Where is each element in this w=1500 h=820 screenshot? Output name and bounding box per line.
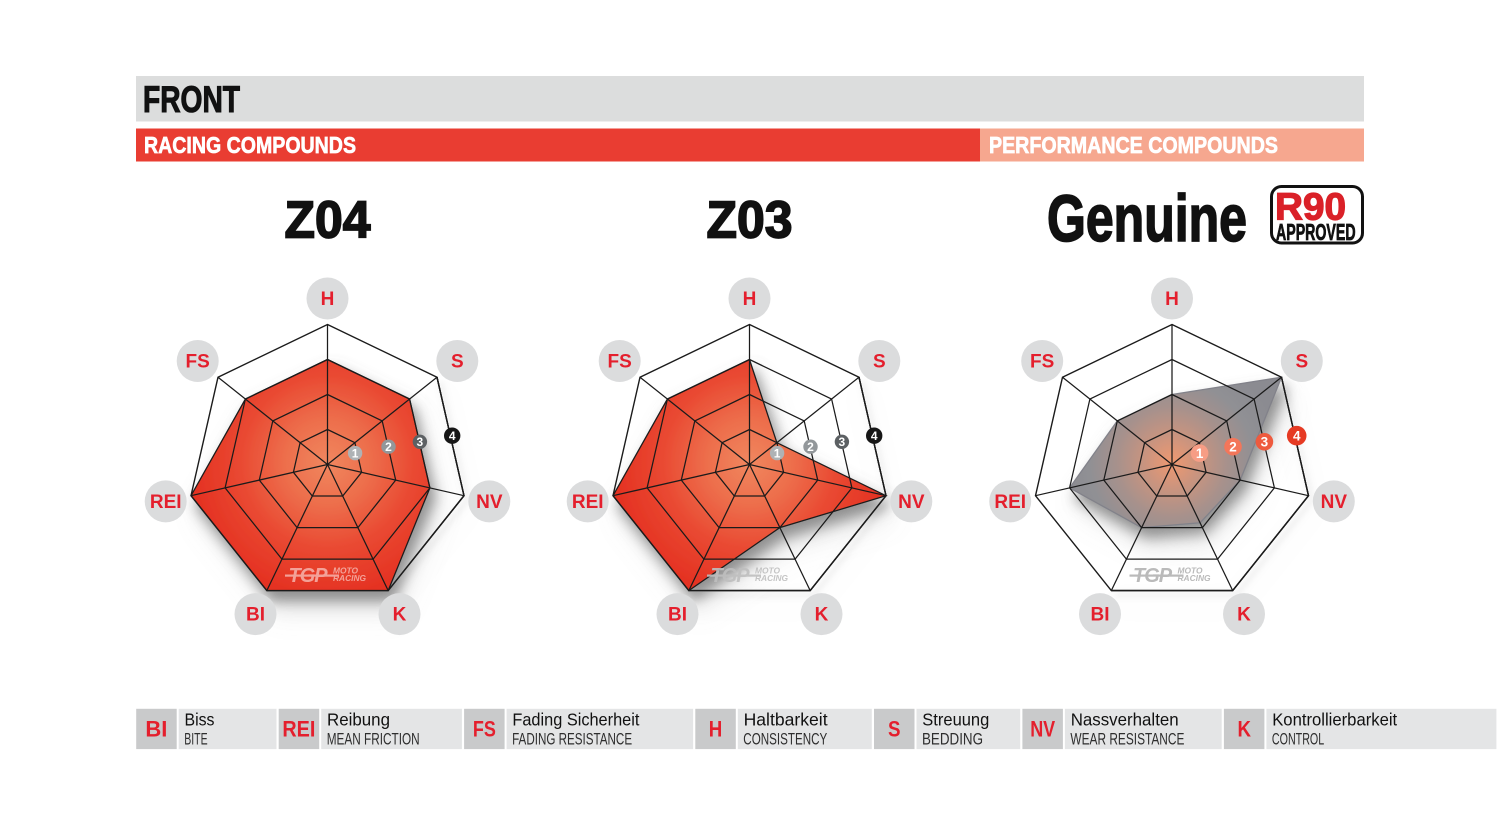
svg-text:H: H — [321, 289, 335, 310]
svg-text:1: 1 — [1196, 446, 1204, 461]
svg-text:REI: REI — [282, 717, 315, 742]
svg-text:4: 4 — [1293, 429, 1301, 444]
svg-text:MOTO: MOTO — [755, 566, 780, 576]
svg-text:3: 3 — [417, 435, 424, 449]
svg-text:FS: FS — [1030, 352, 1054, 373]
svg-text:Reibung: Reibung — [327, 710, 390, 730]
svg-text:MEAN FRICTION: MEAN FRICTION — [327, 730, 420, 748]
svg-text:FS: FS — [608, 352, 632, 373]
svg-text:WEAR RESISTANCE: WEAR RESISTANCE — [1070, 730, 1184, 748]
svg-text:K: K — [1237, 717, 1251, 742]
svg-text:BI: BI — [668, 605, 687, 626]
svg-text:APPROVED: APPROVED — [1276, 219, 1356, 245]
svg-text:2: 2 — [807, 440, 814, 454]
svg-text:REI: REI — [994, 492, 1026, 513]
svg-text:RACING: RACING — [333, 573, 367, 583]
svg-text:1: 1 — [774, 446, 781, 460]
svg-text:Streuung: Streuung — [922, 710, 989, 730]
svg-text:CONSISTENCY: CONSISTENCY — [743, 730, 827, 748]
svg-text:NV: NV — [1321, 492, 1348, 513]
svg-text:Nassverhalten: Nassverhalten — [1071, 710, 1179, 730]
svg-text:RACING: RACING — [755, 573, 789, 583]
svg-text:REI: REI — [150, 492, 182, 513]
svg-text:K: K — [815, 605, 829, 626]
svg-text:BEDDING: BEDDING — [922, 730, 983, 748]
svg-text:BI: BI — [145, 717, 167, 742]
svg-text:Z03: Z03 — [707, 192, 793, 250]
svg-text:Biss: Biss — [185, 710, 215, 730]
svg-text:FS: FS — [473, 717, 496, 742]
svg-text:BITE: BITE — [184, 730, 207, 748]
svg-text:H: H — [1165, 289, 1179, 310]
svg-text:3: 3 — [1261, 435, 1269, 450]
svg-text:NV: NV — [1030, 717, 1055, 742]
svg-text:S: S — [873, 352, 886, 373]
svg-text:2: 2 — [385, 440, 392, 454]
svg-text:RACING COMPOUNDS: RACING COMPOUNDS — [144, 132, 356, 158]
svg-text:H: H — [709, 717, 723, 742]
svg-text:BI: BI — [1091, 605, 1110, 626]
svg-text:S: S — [451, 352, 464, 373]
svg-text:K: K — [393, 605, 407, 626]
svg-text:K: K — [1237, 605, 1251, 626]
svg-text:Fading Sicherheit: Fading Sicherheit — [512, 710, 639, 730]
svg-text:3: 3 — [839, 435, 846, 449]
svg-text:Kontrollierbarkeit: Kontrollierbarkeit — [1272, 710, 1397, 730]
svg-text:4: 4 — [449, 429, 456, 443]
svg-text:Z04: Z04 — [285, 192, 371, 250]
svg-text:Genuine: Genuine — [1047, 181, 1247, 255]
svg-text:RACING: RACING — [1178, 573, 1212, 583]
svg-text:NV: NV — [898, 492, 925, 513]
svg-text:2: 2 — [1229, 440, 1237, 455]
svg-text:BI: BI — [246, 605, 265, 626]
svg-text:MOTO: MOTO — [1178, 566, 1203, 576]
svg-text:4: 4 — [871, 429, 878, 443]
svg-text:REI: REI — [572, 492, 604, 513]
svg-text:FRONT: FRONT — [143, 79, 240, 120]
svg-text:R90: R90 — [1275, 187, 1346, 229]
svg-text:PERFORMANCE COMPOUNDS: PERFORMANCE COMPOUNDS — [989, 132, 1278, 158]
svg-text:S: S — [888, 717, 901, 742]
svg-text:Haltbarkeit: Haltbarkeit — [744, 710, 828, 730]
svg-text:NV: NV — [476, 492, 503, 513]
svg-text:MOTO: MOTO — [333, 566, 358, 576]
svg-text:1: 1 — [352, 446, 359, 460]
svg-text:H: H — [743, 289, 757, 310]
svg-text:FS: FS — [186, 352, 210, 373]
svg-text:CONTROL: CONTROL — [1272, 730, 1324, 748]
svg-text:S: S — [1295, 352, 1308, 373]
svg-text:FADING RESISTANCE: FADING RESISTANCE — [512, 730, 632, 748]
